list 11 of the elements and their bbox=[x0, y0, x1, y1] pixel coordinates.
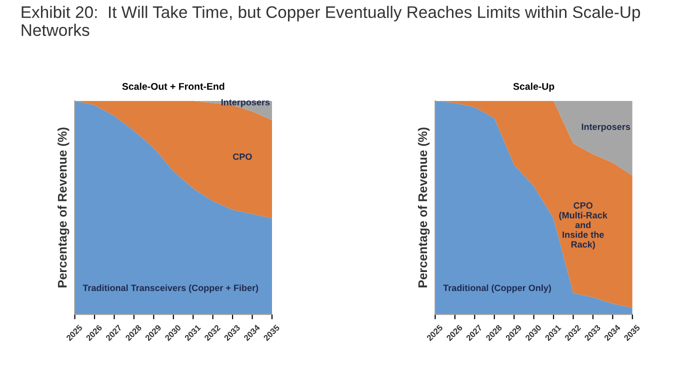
series-label: Interposers bbox=[582, 124, 630, 132]
chart-subtitle: Scale-Up bbox=[513, 82, 554, 92]
series-label: CPO bbox=[233, 153, 252, 160]
series-label: Interposers bbox=[221, 99, 270, 108]
chart-subtitle: Scale-Out + Front-End bbox=[122, 82, 224, 90]
series-label: Traditional (Copper Only) bbox=[443, 284, 551, 293]
series-label: CPO (Multi-Rack and Inside the Rack) bbox=[559, 202, 608, 250]
y-axis-title: Percentage of Revenue (%) bbox=[418, 128, 430, 288]
text: Exhibit 20: It Will Take Time, but Copper Eventually Reaches Limits within Scale-Up Networks bbox=[22, 6, 640, 36]
series-label: Traditional Transceivers (Copper + Fiber) bbox=[82, 284, 258, 293]
y-axis-title: Percentage of Revenue (%) bbox=[58, 128, 70, 288]
